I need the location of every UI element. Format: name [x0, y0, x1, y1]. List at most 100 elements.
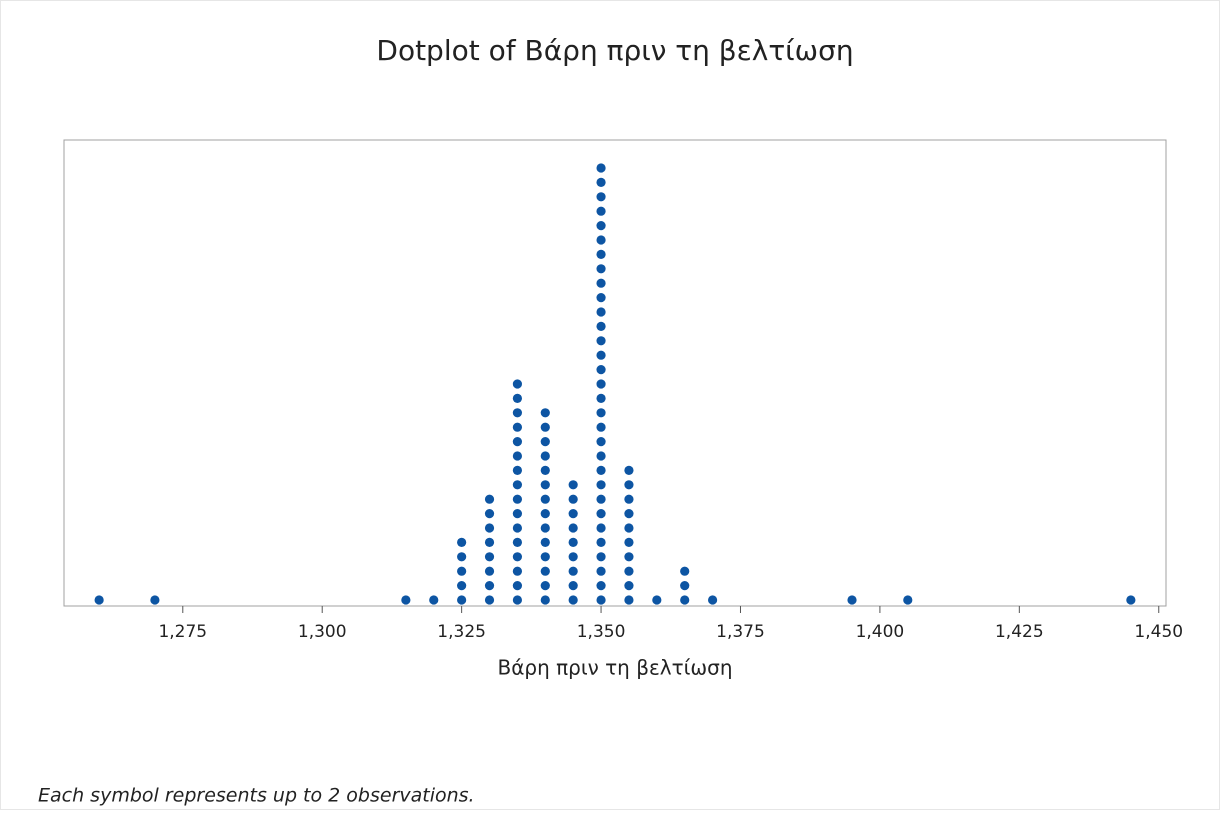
x-tick-label: 1,275: [158, 622, 207, 642]
dot: [596, 350, 606, 360]
chart-title: Dotplot of Βάρη πριν τη βελτίωση: [376, 34, 853, 67]
dot: [596, 595, 606, 605]
dot: [624, 581, 634, 591]
dot: [596, 494, 606, 504]
dot: [540, 552, 550, 562]
dot: [596, 437, 606, 447]
dot: [429, 595, 439, 605]
dot: [624, 465, 634, 475]
dot: [624, 523, 634, 533]
dot: [540, 437, 550, 447]
dot: [484, 581, 495, 591]
dot: [596, 508, 606, 519]
dot: [568, 537, 578, 548]
dot: [596, 566, 606, 576]
dot: [512, 437, 523, 447]
dot: [512, 422, 523, 432]
dot: [596, 249, 606, 259]
dot: [1126, 595, 1136, 605]
dot: [596, 379, 606, 389]
dot: [512, 480, 523, 490]
dot: [568, 508, 578, 519]
dot: [624, 595, 634, 605]
dot: [596, 537, 606, 548]
dot: [596, 278, 606, 288]
dot: [512, 508, 523, 519]
x-tick-label: 1,450: [1134, 622, 1183, 642]
dot: [596, 293, 606, 303]
dot: [512, 408, 523, 418]
x-tick-label: 1,300: [298, 622, 347, 642]
dot: [484, 566, 495, 576]
dot: [512, 552, 523, 562]
dot: [568, 595, 578, 605]
x-tick-label: 1,325: [437, 622, 486, 642]
dot: [540, 422, 550, 432]
dot: [540, 480, 550, 490]
dot: [624, 508, 634, 519]
dot: [484, 494, 495, 504]
dot: [484, 552, 495, 562]
x-tick-label: 1,350: [577, 622, 626, 642]
dot: [596, 206, 606, 216]
dot: [457, 566, 467, 576]
dot: [624, 566, 634, 576]
dot: [596, 235, 606, 245]
dot: [568, 494, 578, 504]
dot: [457, 537, 467, 548]
dot: [652, 595, 662, 605]
dot: [596, 393, 606, 403]
dot: [512, 494, 523, 504]
dot: [457, 581, 467, 591]
dot: [540, 408, 550, 418]
dot: [540, 508, 550, 519]
dot: [94, 595, 104, 605]
dot: [512, 465, 523, 475]
dot: [401, 595, 411, 605]
dot: [903, 595, 913, 605]
dot: [596, 177, 606, 187]
dot: [624, 552, 634, 562]
dot: [540, 451, 550, 461]
dot: [512, 581, 523, 591]
dot: [596, 480, 606, 490]
dot: [596, 365, 606, 375]
x-tick-label: 1,425: [995, 622, 1044, 642]
dot: [540, 566, 550, 576]
dot: [596, 321, 606, 331]
dot: [680, 581, 690, 591]
dot: [540, 581, 550, 591]
dot: [624, 480, 634, 490]
dot: [568, 581, 578, 591]
plot-area: [63, 139, 1167, 607]
dot: [596, 336, 606, 346]
dot: [568, 552, 578, 562]
dot: [568, 566, 578, 576]
dot: [568, 523, 578, 533]
dot: [596, 523, 606, 533]
dot: [150, 595, 160, 605]
dot: [512, 595, 523, 605]
dot: [596, 307, 606, 317]
dot: [624, 494, 634, 504]
x-axis-label: Βάρη πριν τη βελτίωση: [497, 656, 732, 680]
dot: [457, 595, 467, 605]
x-tick-label: 1,400: [856, 622, 905, 642]
dot: [484, 523, 495, 533]
dot: [512, 379, 523, 389]
dot: [568, 480, 578, 490]
dot: [540, 595, 550, 605]
dot: [512, 393, 523, 403]
dot: [596, 408, 606, 418]
dot: [512, 537, 523, 548]
dot: [596, 264, 606, 274]
dot: [512, 566, 523, 576]
footnote: Each symbol represents up to 2 observati…: [38, 785, 475, 807]
dot: [596, 422, 606, 432]
dot: [596, 221, 606, 231]
dot: [540, 537, 550, 548]
dot: [484, 508, 495, 519]
dot: [484, 537, 495, 548]
dot: [512, 451, 523, 461]
